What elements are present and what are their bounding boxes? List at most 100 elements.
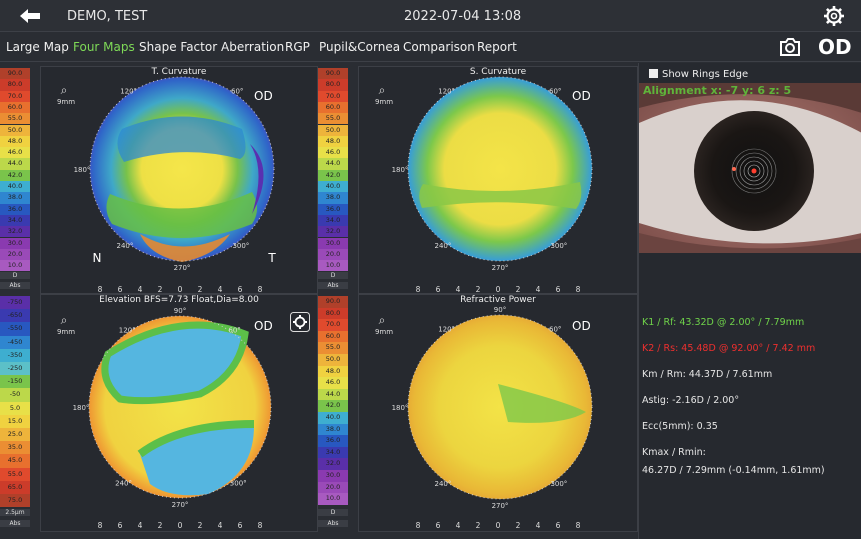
x-axis-tick: 6 [238, 521, 243, 530]
scale-cell: 40.0 [318, 181, 348, 193]
scale-unit-elev: Abs [0, 520, 30, 527]
top-bar: DEMO, TEST 2022-07-04 13:08 [0, 0, 861, 32]
scale-cell: -650 [0, 309, 30, 323]
tab-shape-factor[interactable]: Shape Factor [139, 40, 218, 54]
angle-label: 240° [117, 242, 134, 250]
scale-cell: 75.0 [0, 494, 30, 508]
scale-cell: 36.0 [318, 435, 348, 447]
zoom-icon: ⌕ [61, 313, 68, 327]
camera-icon[interactable] [779, 37, 801, 57]
scale-cell: 60.0 [318, 330, 348, 343]
refractive-map[interactable]: 90° 120° 60° 180° 270° 240° 300° 9mm⌕ OD 8 6 4 2 0 2 4 6… [358, 304, 638, 532]
tab-rgp[interactable]: RGP [285, 40, 310, 54]
x-axis-tick: 2 [158, 521, 163, 530]
tab-four-maps[interactable]: Four Maps [73, 40, 135, 54]
tab-large-map[interactable]: Large Map [6, 40, 69, 54]
x-axis-tick: 4 [218, 521, 223, 530]
angle-label: 270° [492, 264, 509, 272]
scale-cell: 90.0 [318, 296, 348, 308]
x-axis-tick: 0 [178, 285, 183, 294]
scale-cell: 30.0 [318, 470, 348, 482]
scale-cell: 42.0 [0, 169, 30, 181]
x-axis-tick: 2 [476, 521, 481, 530]
checkbox-icon[interactable] [649, 69, 658, 78]
scale-step-elev: 2.5μm [0, 509, 30, 516]
angle-label: 180° [392, 404, 409, 412]
zoom-label: 9mm [57, 328, 75, 336]
zoom-label: 9mm [375, 328, 393, 336]
eye-indicator[interactable]: OD [818, 35, 852, 59]
scale-sub-label-tr: D [318, 272, 348, 279]
scale-cell: 44.0 [318, 158, 348, 170]
km-value: Km / Rm: 44.37D / 7.61mm [642, 369, 773, 380]
scale-cell: 48.0 [318, 135, 348, 148]
scale-cell: 34.0 [318, 446, 348, 459]
scale-cell: 30.0 [318, 237, 348, 249]
scale-cell: 46.0 [318, 147, 348, 159]
scale-cell: 34.0 [318, 214, 348, 227]
angle-label: 60° [549, 88, 561, 96]
scale-cell: 35.0 [0, 441, 30, 455]
scale-cell: 30.0 [0, 237, 30, 249]
tab-pupil-cornea[interactable]: Pupil&Cornea [319, 40, 401, 54]
tab-report[interactable]: Report [477, 40, 517, 54]
map-eye-label: OD [572, 89, 591, 103]
scale-cell: 44.0 [318, 388, 348, 401]
scale-cell: 40.0 [318, 412, 348, 424]
x-axis-tick: 4 [536, 285, 541, 294]
angle-label: 270° [172, 501, 189, 509]
angle-label: 120° [120, 88, 137, 96]
scale-cell: 46.0 [318, 377, 348, 389]
x-axis-tick: 2 [516, 521, 521, 530]
nasal-label: N [93, 251, 102, 265]
show-rings-edge-checkbox[interactable]: Show Rings Edge [649, 69, 748, 80]
elevation-map[interactable]: 90° 120° 60° 180° 270° 240° 300° 9mm⌕ OD 8 6 4 2 0 2 4 6… [40, 304, 318, 532]
right-info-panel: Show Rings Edge [638, 63, 861, 539]
zoom-label: 9mm [57, 98, 75, 106]
patient-name: DEMO, TEST [67, 9, 148, 24]
x-axis-tick: 4 [138, 285, 143, 294]
scale-cell: 46.0 [0, 147, 30, 159]
x-axis-tick: 6 [118, 285, 123, 294]
map-eye-label: OD [254, 89, 273, 103]
angle-label: 90° [174, 307, 186, 315]
angle-label: 240° [435, 480, 452, 488]
x-axis-tick: 6 [238, 285, 243, 294]
tab-aberration[interactable]: Aberration [221, 40, 285, 54]
scale-cell: 44.0 [0, 158, 30, 170]
angle-label: 60° [228, 326, 240, 334]
scale-cell: 38.0 [0, 192, 30, 204]
scale-cell: 25.0 [0, 428, 30, 442]
scale-cell: 50.0 [318, 124, 348, 136]
scale-cell: 70.0 [318, 90, 348, 102]
angle-label: 180° [74, 166, 91, 174]
scale-cell: -550 [0, 322, 30, 336]
scale-cell: 32.0 [318, 458, 348, 470]
map-eye-label: OD [254, 319, 273, 333]
angle-label: 300° [550, 242, 567, 250]
k2-value: K2 / Rs: 45.48D @ 92.00° / 7.42 mm [642, 343, 816, 354]
x-axis-tick: 0 [496, 285, 501, 294]
x-axis-tick: 4 [456, 285, 461, 294]
scale-cell: 80.0 [318, 307, 348, 320]
back-arrow-icon[interactable] [18, 7, 42, 25]
scale-cell: 38.0 [318, 192, 348, 204]
zoom-label: 9mm [375, 98, 393, 106]
scale-cell: 55.0 [0, 467, 30, 481]
settings-gear-icon[interactable] [823, 5, 845, 27]
elevation-settings-gear-icon[interactable] [290, 312, 310, 332]
angle-label: 300° [550, 480, 567, 488]
scale-cell: 32.0 [318, 226, 348, 238]
angle-label: 120° [438, 326, 455, 334]
zoom-icon: ⌕ [379, 313, 386, 327]
scale-cell: 50.0 [318, 354, 348, 366]
scale-cell: 55.0 [318, 342, 348, 354]
tcurv-map[interactable]: 90° 120° 60° 180° 270° 240° 300° 9mm⌕ OD 8 6 4 2 0 2 4 6… [40, 74, 318, 296]
zoom-icon: ⌕ [379, 83, 386, 97]
scurv-map[interactable]: 90° 120° 60° 180° 270° 240° 300° 9mm⌕ OD 8 6 4 2 0 2 4 6… [358, 74, 638, 296]
scale-cell: 20.0 [318, 481, 348, 494]
tab-comparison[interactable]: Comparison [403, 40, 475, 54]
scale-cell: 70.0 [0, 90, 30, 102]
scale-cell: 60.0 [318, 101, 348, 114]
scale-cell: 45.0 [0, 454, 30, 468]
